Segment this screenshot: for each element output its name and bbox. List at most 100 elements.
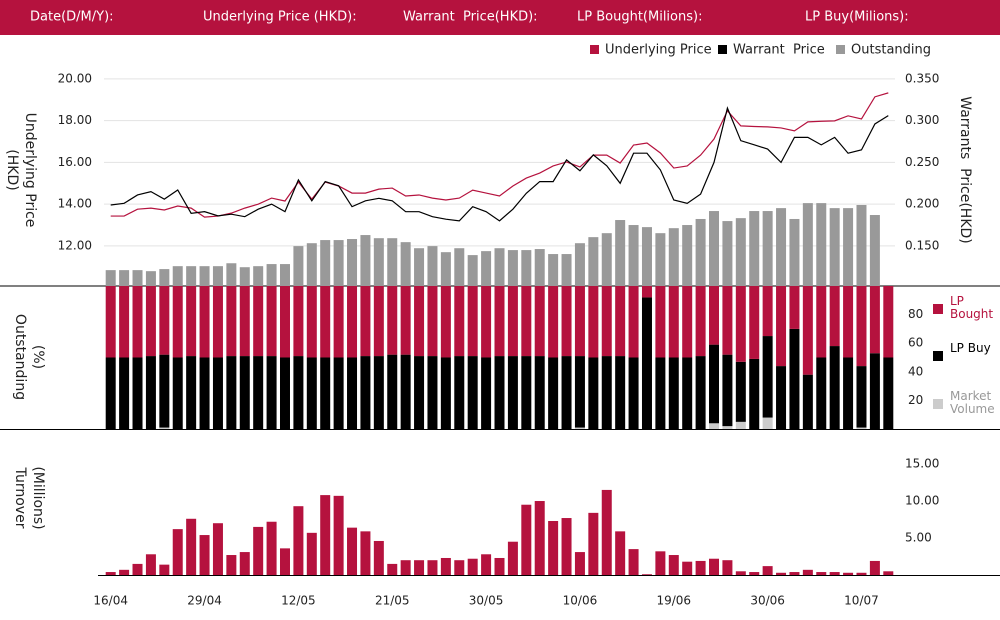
bar — [641, 574, 652, 575]
bar — [615, 220, 626, 286]
x-tick-label: 10/07 — [844, 594, 879, 608]
line — [110, 106, 889, 222]
legend-swatch — [933, 351, 943, 361]
header-label: LP Bought(Milions): — [577, 10, 702, 25]
bar — [159, 564, 170, 575]
bar-segment — [762, 286, 773, 337]
bar — [347, 239, 358, 286]
bar-segment — [548, 357, 559, 429]
bar — [373, 238, 384, 286]
bar-segment — [829, 346, 840, 429]
bar-segment — [212, 357, 223, 429]
bar — [735, 218, 746, 286]
bar-segment — [293, 356, 304, 429]
legend-swatch — [933, 399, 943, 409]
bar — [869, 215, 880, 286]
bar-segment — [628, 357, 639, 429]
bar-segment — [494, 356, 505, 429]
bar-segment — [159, 427, 170, 429]
bar — [655, 233, 666, 286]
bar-segment — [816, 357, 827, 429]
bar-segment — [333, 357, 344, 429]
legend-swatch — [718, 45, 727, 54]
bar — [762, 211, 773, 286]
legend-label: Market Volume — [950, 389, 996, 416]
bar — [454, 248, 465, 286]
bar-segment — [869, 353, 880, 429]
bar — [226, 555, 237, 575]
bar-segment — [159, 286, 170, 355]
bar-segment — [601, 356, 612, 429]
bar — [400, 242, 411, 286]
bar-segment — [373, 286, 384, 357]
header-label: LP Buy(Milions): — [805, 10, 909, 25]
y-tick-label: 0.350 — [905, 71, 939, 85]
bar — [414, 560, 425, 575]
y-tick-label: 0.150 — [905, 238, 939, 252]
bar — [427, 560, 438, 575]
bar — [749, 211, 760, 286]
bar — [239, 267, 250, 286]
bar-segment — [454, 356, 465, 429]
bar-segment — [132, 286, 143, 358]
bar-segment — [843, 286, 854, 358]
y-axis-title: (HKD) — [4, 149, 20, 190]
y-tick-label: 20 — [908, 393, 923, 407]
bar-segment — [709, 286, 720, 345]
bar-segment — [494, 286, 505, 357]
bar — [521, 250, 532, 286]
y2-axis-title: Warrants Price(HKD) — [957, 96, 973, 244]
bar-segment — [802, 374, 813, 429]
bar — [628, 225, 639, 286]
bar — [883, 571, 894, 575]
bar-segment — [253, 356, 264, 429]
bar — [722, 221, 733, 286]
y-tick-label: 12.00 — [58, 238, 92, 252]
x-tick-label: 30/05 — [469, 594, 504, 608]
bar — [709, 558, 720, 575]
bar — [427, 246, 438, 286]
bar — [695, 218, 706, 286]
bar-segment — [253, 286, 264, 357]
bar-segment — [172, 286, 183, 358]
y-tick-label: 40 — [908, 364, 923, 378]
bar-segment — [132, 357, 143, 429]
bar — [387, 238, 398, 286]
bar — [507, 250, 518, 286]
bar-segment — [561, 356, 572, 429]
bar — [548, 254, 559, 286]
bar-segment — [333, 286, 344, 358]
bar-segment — [668, 286, 679, 358]
bar-segment — [883, 286, 894, 358]
bar — [266, 521, 277, 575]
bar — [333, 240, 344, 286]
bar — [695, 560, 706, 575]
legend-swatch — [836, 45, 845, 54]
bar-segment — [239, 286, 250, 357]
bar-segment — [306, 357, 317, 429]
bar — [454, 560, 465, 575]
bar-segment — [279, 357, 290, 429]
bar-segment — [883, 357, 894, 429]
bar — [145, 554, 156, 575]
bar-segment — [695, 286, 706, 357]
bar — [172, 529, 183, 575]
bar-segment — [668, 357, 679, 429]
bar-segment — [320, 357, 331, 429]
bar — [829, 208, 840, 286]
bar — [843, 208, 854, 286]
bar — [588, 237, 599, 286]
bar — [440, 252, 451, 286]
bar — [159, 269, 170, 286]
bar — [601, 489, 612, 575]
x-tick-label: 29/04 — [187, 594, 222, 608]
bar — [306, 532, 317, 575]
bar — [481, 251, 492, 286]
bar-segment — [869, 286, 880, 354]
bar — [494, 557, 505, 575]
bar-segment — [749, 286, 760, 359]
bar-segment — [226, 356, 237, 429]
header-label: Warrant Price(HKD): — [403, 10, 538, 25]
bar — [333, 495, 344, 575]
